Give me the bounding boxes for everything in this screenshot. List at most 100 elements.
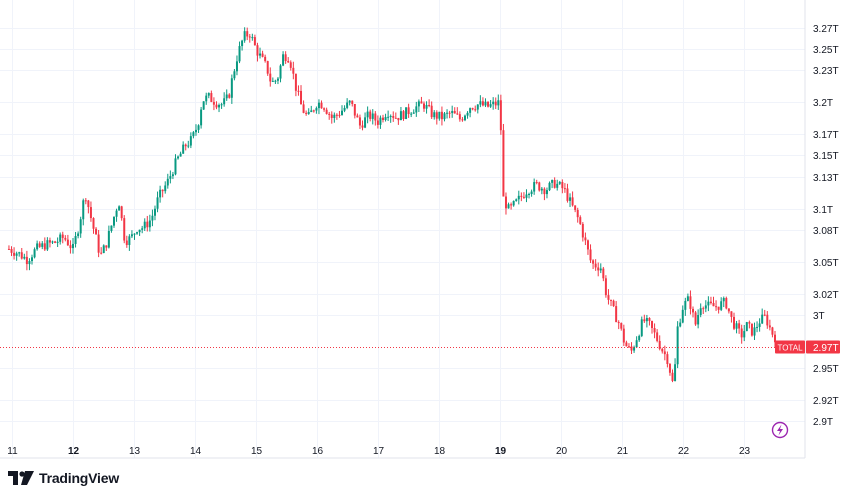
candle-body [387,116,390,118]
current-price-label: TOTAL 2.97T [775,340,840,354]
candle-body [376,120,379,125]
candle-body [699,308,702,315]
tradingview-brand[interactable]: TradingView [8,470,119,486]
candle-body [520,195,523,197]
candle-body [466,112,469,116]
candle-body [115,210,118,217]
candle-body [366,111,369,118]
candle-body [7,248,10,250]
candle-body [276,78,279,81]
candle-body [581,223,584,238]
candle-body [92,218,95,229]
candle-body [323,108,326,110]
lightning-bolt-icon[interactable] [771,421,789,439]
candle-body [225,94,228,99]
candle-body [653,328,656,333]
candle-body [266,61,269,74]
x-tick-label: 20 [556,446,568,457]
x-tick-label: 14 [190,446,202,457]
tradingview-logo-icon [8,470,34,485]
candle-body [302,104,305,113]
candle-body [446,112,449,114]
candle-body [589,249,592,261]
candle-body [105,245,108,248]
x-tick-label: 21 [617,446,629,457]
candle-body [740,328,743,338]
candle-body [471,108,474,110]
candle-body [125,240,128,245]
candle-body [325,109,328,114]
candle-body [443,113,446,120]
candle-body [592,260,595,264]
candle-body [348,100,351,103]
price-axis[interactable]: 3.27T 3.25T 3.23T 3.2T 3.17T 3.15T 3.13T 3.1T 3.… [813,24,839,428]
price-tag-value: 2.97T [813,343,839,354]
candle-body [556,183,559,188]
candle-body [727,308,730,312]
candle-body [756,326,759,328]
candle-body [310,110,313,113]
candle-body [717,306,720,310]
candle-body [361,125,364,128]
y-tick-label: 3.02T [813,290,839,301]
candle-body [489,104,492,107]
x-tick-label: 16 [312,446,324,457]
candle-body [161,189,164,192]
candle-body [458,114,461,120]
candle-body [151,215,154,221]
candle-body [300,90,303,105]
candle-body [228,94,231,98]
candle-body [530,191,533,194]
candle-body [392,115,395,118]
candle-body [307,112,310,114]
candle-body [112,216,115,226]
candle-body [330,114,333,118]
candle-body [435,112,438,119]
candle-body [143,221,146,229]
candle-body [382,117,385,121]
candle-body [351,100,354,104]
candle-body [574,205,577,210]
y-tick-label: 3.1T [813,205,833,216]
candle-body [18,252,21,254]
candle-body [456,113,459,115]
candle-body [287,61,290,63]
candle-body [110,225,113,231]
time-axis[interactable]: 11 12 13 14 15 16 17 18 19 20 21 22 23 [7,446,750,457]
candle-body [627,346,630,348]
candle-body [451,110,454,114]
candle-body [522,196,525,198]
candle-body [487,101,490,107]
candle-body [243,31,246,41]
x-tick-label: 17 [373,446,385,457]
candle-body [107,230,110,248]
candle-body [77,233,80,237]
candle-body [274,80,277,82]
candle-body [679,322,682,327]
x-tick-label: 19 [495,446,507,457]
candle-body [553,180,556,188]
candle-body [412,112,415,114]
candle-body [305,112,308,114]
candle-body [512,201,515,206]
candle-body [425,104,428,109]
candle-body [120,206,123,219]
candle-body [369,111,372,119]
candle-body [748,322,751,324]
candle-body [502,130,505,197]
candle-body [671,372,674,381]
candle-body [499,100,502,131]
candle-body [261,53,264,57]
price-tag-value-box [806,340,840,354]
candle-body [548,182,551,191]
candle-body [617,322,620,324]
candle-body [279,65,282,79]
candle-body [707,301,710,306]
candle-body [453,110,456,114]
candle-body [79,219,82,234]
candle-body [735,323,738,329]
candle-body [676,326,679,365]
candle-body [597,267,600,271]
candle-body [66,239,69,246]
